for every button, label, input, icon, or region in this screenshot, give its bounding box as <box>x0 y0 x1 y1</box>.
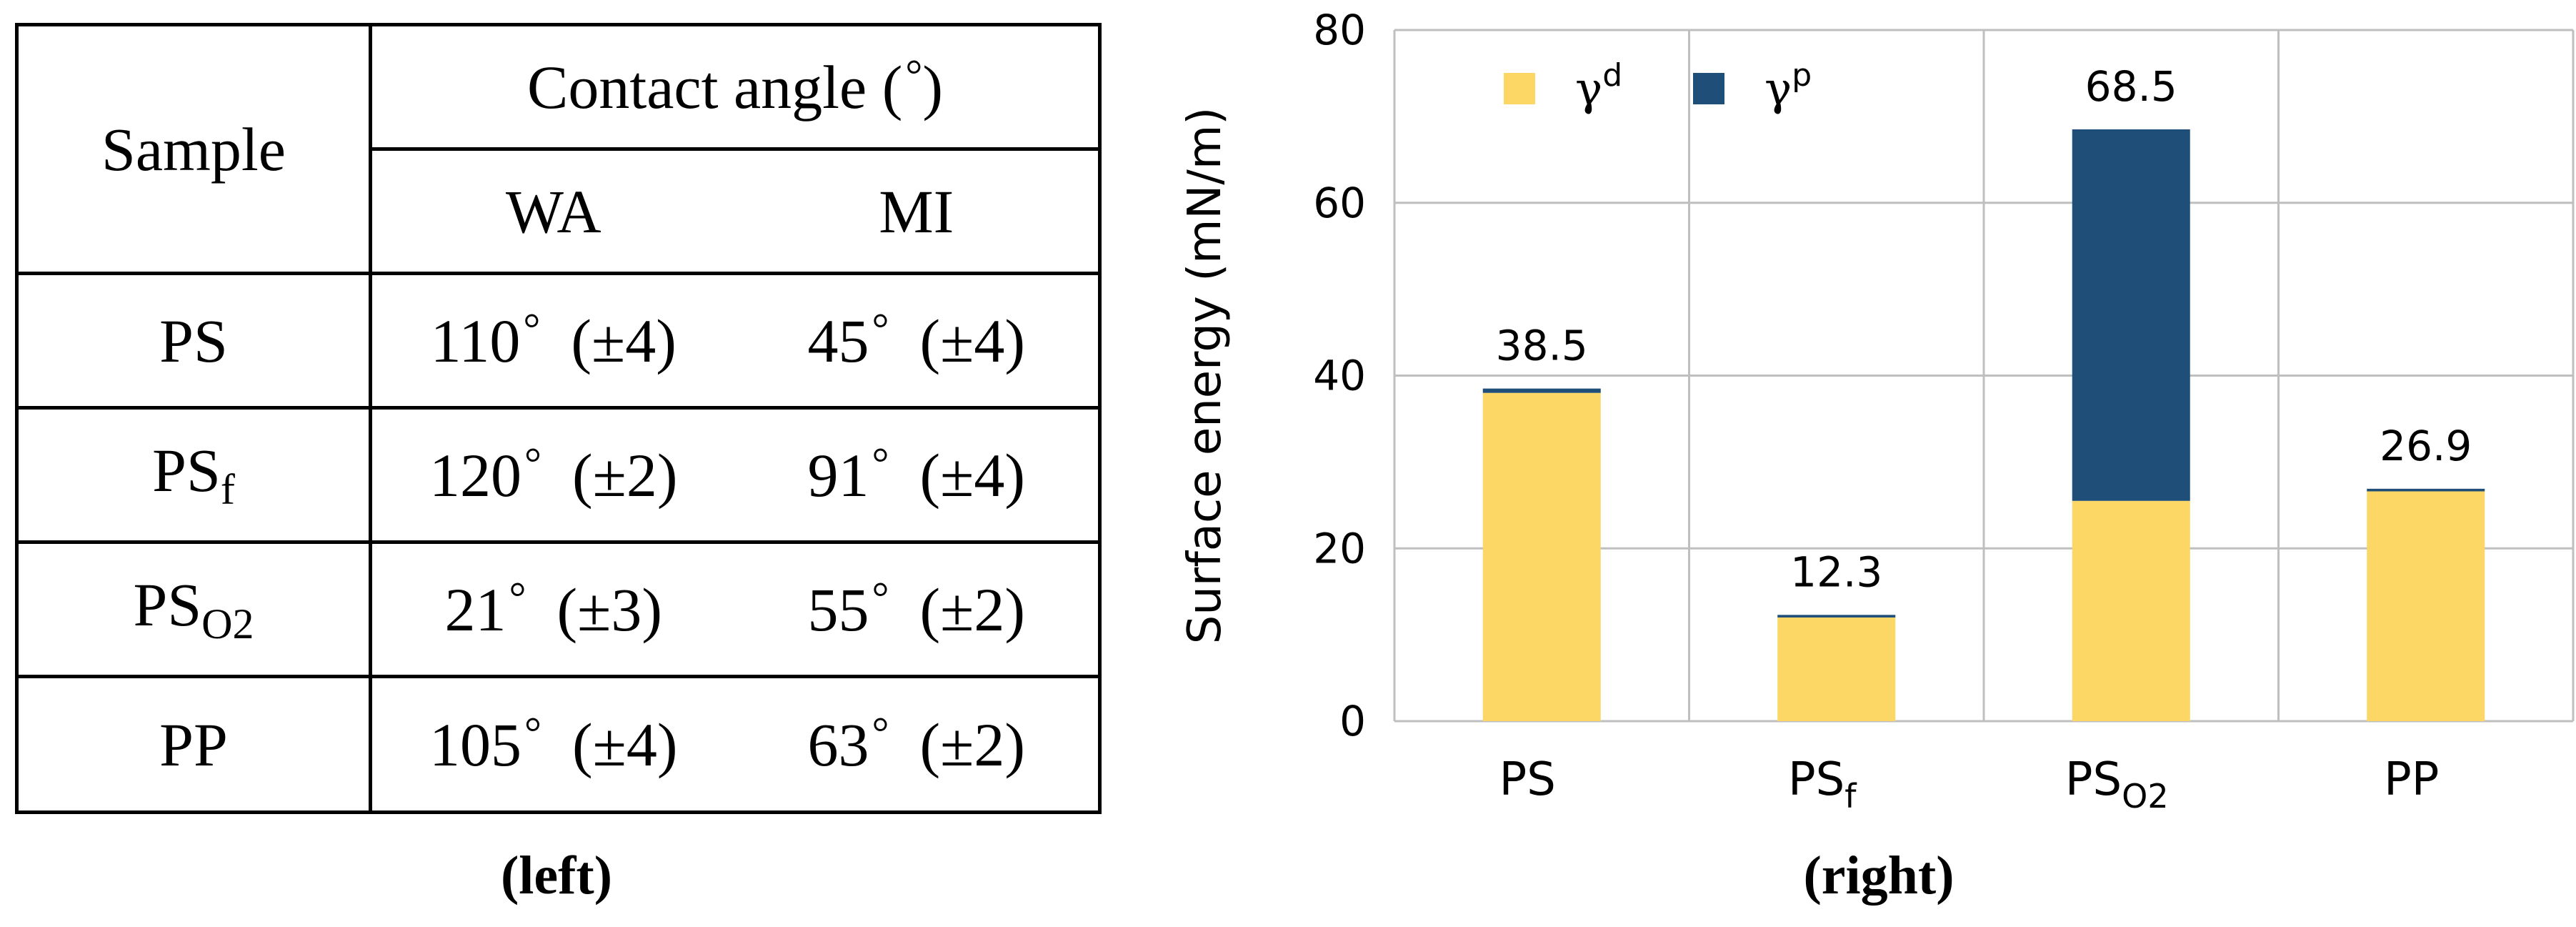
y-tick-label: 40 <box>1313 352 1366 400</box>
surface-energy-chart-figure: 0 20 40 60 80 38.5 PS 12.3 PSf 68.5 PSO2 26.9 PP Surf… <box>1143 0 2576 927</box>
mi-error: (±4) <box>919 441 1025 510</box>
degree-symbol: ° <box>524 709 541 756</box>
legend-label-base: γ <box>1764 63 1792 116</box>
legend-label-sup: p <box>1792 57 1812 94</box>
header-mi: MI <box>734 147 1102 275</box>
surface-energy-chart: 02040608038.5PS12.3PSf68.5PSO226.9PPSurf… <box>1179 6 2575 816</box>
mi-error: (±2) <box>919 575 1025 644</box>
mi-angle: 63 <box>807 710 869 779</box>
contact-angle-table: Sample Contact angle (°) WA MI PS 110° (±… <box>15 23 1102 814</box>
cell-wa: 120° (±2) <box>369 406 735 544</box>
mi-error: (±4) <box>919 307 1025 375</box>
bar-total-label: 38.5 <box>1496 322 1588 370</box>
legend-label-sup: d <box>1602 57 1622 94</box>
mi-angle: 45 <box>807 307 869 375</box>
legend-swatch <box>1693 73 1724 104</box>
bar-gamma-d <box>1482 392 1601 721</box>
table-row: PS 110° (±4) 45° (±4) <box>15 272 1102 410</box>
table-row: PP 105° (±4) 63° (±2) <box>15 675 1102 814</box>
mi-angle: 91 <box>807 441 869 510</box>
cell-mi: 45° (±4) <box>734 272 1102 410</box>
y-tick-label: 20 <box>1313 524 1366 572</box>
wa-angle: 21 <box>444 575 506 644</box>
degree-symbol: ° <box>524 440 541 487</box>
degree-symbol: ° <box>872 574 889 621</box>
bar-total-label: 68.5 <box>2085 62 2177 111</box>
bar-gamma-d <box>2367 491 2485 721</box>
x-tick-label-sub: f <box>1844 777 1857 816</box>
x-tick-label: PSf <box>1788 753 1857 816</box>
wa-error: (±4) <box>571 307 677 375</box>
wa-angle: 110 <box>430 307 521 375</box>
degree-symbol: ° <box>905 51 923 99</box>
x-tick-label-base: PS <box>1499 753 1556 806</box>
mi-angle: 55 <box>807 575 869 644</box>
legend-label: γp <box>1764 57 1812 116</box>
x-tick-label: PSO2 <box>2065 753 2169 816</box>
header-contact-angle-text: Contact angle ( <box>527 53 903 122</box>
sample-subscript: O2 <box>201 600 254 648</box>
cell-sample: PP <box>15 675 372 814</box>
bar-gamma-p <box>2367 488 2485 492</box>
cell-wa: 105° (±4) <box>369 675 735 814</box>
bar-gamma-d <box>1777 617 1896 721</box>
sample-name: PS <box>152 436 221 505</box>
header-contact-angle-close: ) <box>922 53 944 122</box>
sample-name: PP <box>159 710 228 779</box>
header-contact-angle: Contact angle (°) <box>368 23 1102 151</box>
y-tick-label: 80 <box>1313 6 1366 54</box>
bar-total-label: 26.9 <box>2380 422 2472 470</box>
cell-wa: 110° (±4) <box>369 272 735 410</box>
wa-error: (±2) <box>572 441 678 510</box>
x-tick-label-sub: O2 <box>2122 777 2168 816</box>
sample-name: PS <box>159 306 228 375</box>
x-tick-label-base: PS <box>2065 753 2122 806</box>
x-tick-label-base: PS <box>1788 753 1844 806</box>
sample-name: PS <box>133 570 202 640</box>
degree-symbol: ° <box>509 574 526 621</box>
y-tick-label: 60 <box>1313 179 1366 227</box>
legend-label: γd <box>1575 57 1622 116</box>
y-axis-label: Surface energy (mN/m) <box>1179 107 1232 645</box>
wa-error: (±3) <box>556 575 662 644</box>
bar-gamma-d <box>2072 500 2190 721</box>
bar-gamma-p <box>2072 129 2190 501</box>
bar-gamma-p <box>1482 388 1601 393</box>
table-row: PSO2 21° (±3) 55° (±2) <box>15 540 1102 678</box>
caption-right: (right) <box>1803 846 1955 906</box>
x-tick-label-base: PP <box>2384 753 2439 806</box>
x-tick-label: PP <box>2384 753 2439 806</box>
wa-angle: 105 <box>429 710 521 779</box>
header-sample: Sample <box>15 23 372 275</box>
contact-angle-table-figure: Sample Contact angle (°) WA MI PS 110° (±… <box>0 0 1114 927</box>
degree-symbol: ° <box>872 440 889 487</box>
y-tick-label: 0 <box>1339 697 1366 745</box>
legend-swatch <box>1504 73 1535 104</box>
legend-label-base: γ <box>1575 63 1602 116</box>
x-tick-label: PS <box>1499 753 1556 806</box>
cell-wa: 21° (±3) <box>369 540 735 678</box>
sample-subscript: f <box>220 466 235 514</box>
cell-mi: 55° (±2) <box>734 540 1102 678</box>
bar-total-label: 12.3 <box>1790 547 1882 596</box>
mi-error: (±2) <box>919 710 1025 779</box>
wa-angle: 120 <box>429 441 521 510</box>
header-wa: WA <box>369 147 735 275</box>
cell-mi: 91° (±4) <box>734 406 1102 544</box>
cell-sample: PS <box>15 272 372 410</box>
wa-error: (±4) <box>572 710 678 779</box>
bar-gamma-p <box>1777 615 1896 618</box>
caption-left: (left) <box>500 846 613 906</box>
cell-sample: PSO2 <box>15 540 372 678</box>
cell-sample: PSf <box>15 406 372 544</box>
degree-symbol: ° <box>872 305 889 352</box>
degree-symbol: ° <box>872 709 889 756</box>
table-row: PSf 120° (±2) 91° (±4) <box>15 406 1102 544</box>
cell-mi: 63° (±2) <box>734 675 1102 814</box>
degree-symbol: ° <box>523 305 541 352</box>
